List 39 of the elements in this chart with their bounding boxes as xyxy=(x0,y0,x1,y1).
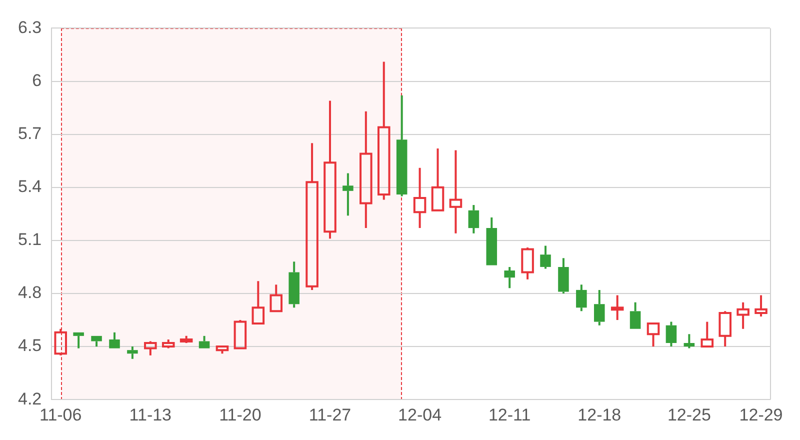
candlestick xyxy=(252,280,265,325)
candlestick xyxy=(198,334,210,348)
candlestick xyxy=(431,147,444,212)
candlestick xyxy=(413,166,426,230)
x-tick-label: 11-20 xyxy=(219,405,262,424)
candlestick xyxy=(360,110,372,230)
y-tick-label: 5.1 xyxy=(18,230,42,250)
candlestick xyxy=(468,204,480,234)
x-tick-label: 12-18 xyxy=(578,405,622,424)
candlestick xyxy=(270,284,283,312)
x-tick-label: 11-13 xyxy=(129,405,172,424)
candlestick xyxy=(630,301,641,329)
y-tick-label: 4.2 xyxy=(18,389,42,408)
candlestick xyxy=(306,142,318,291)
y-tick-label: 4.5 xyxy=(18,336,42,356)
candlestick xyxy=(486,216,498,266)
candlestick xyxy=(666,320,677,348)
candlestick xyxy=(754,294,768,318)
candlestick xyxy=(396,94,408,198)
candlestick xyxy=(377,60,390,201)
candlestick xyxy=(700,320,714,348)
candlestick xyxy=(324,100,336,240)
x-tick-label: 12-25 xyxy=(667,405,711,424)
candlestick xyxy=(718,310,732,348)
y-tick-label: 4.8 xyxy=(18,283,42,302)
candlestick xyxy=(684,333,695,350)
y-tick-label: 5.7 xyxy=(18,124,42,143)
y-tick-label: 5.4 xyxy=(18,177,42,196)
candlestick xyxy=(449,149,462,234)
x-tick-label: 11-06 xyxy=(40,405,82,424)
x-tick-label: 12-29 xyxy=(739,405,783,424)
candlestick xyxy=(610,294,624,322)
x-tick-label: 12-11 xyxy=(488,405,531,424)
candlestick xyxy=(736,301,750,330)
y-tick-label: 6.3 xyxy=(18,18,42,37)
candlestick xyxy=(646,322,660,348)
y-tick-label: 6 xyxy=(32,70,42,90)
x-tick-label: 11-27 xyxy=(308,405,352,424)
x-tick-label: 12-04 xyxy=(398,405,442,424)
